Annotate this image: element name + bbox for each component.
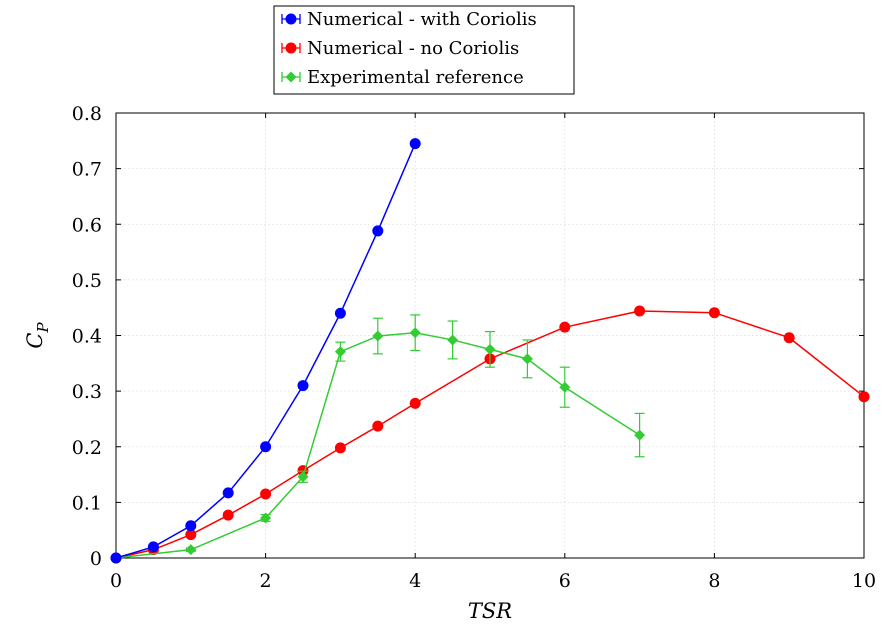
data-point [334, 346, 346, 358]
data-point [559, 381, 571, 393]
legend-entry-experimental [281, 71, 301, 83]
legend-entry-with-coriolis [281, 13, 301, 25]
x-axis-label: TSR [468, 599, 512, 623]
data-point [147, 541, 159, 553]
y-tick-label: 0.8 [72, 103, 102, 125]
data-point [297, 471, 309, 483]
legend-label-no-coriolis: Numerical - no Coriolis [307, 38, 519, 59]
data-point [484, 343, 496, 355]
data-point [372, 420, 384, 432]
y-tick-label: 0.5 [72, 270, 102, 292]
y-tick-label: 0.3 [72, 381, 102, 403]
y-tick-label: 0.2 [72, 437, 102, 459]
data-point [409, 327, 421, 339]
x-tick-label: 0 [110, 570, 122, 592]
legend-label-with-coriolis: Numerical - with Coriolis [307, 9, 537, 30]
y-tick-label: 0.7 [72, 159, 102, 181]
data-point [110, 552, 122, 564]
x-tick-label: 4 [409, 570, 421, 592]
data-point [409, 138, 421, 150]
data-point [783, 332, 795, 344]
data-point [634, 429, 646, 441]
series-layer [110, 138, 870, 564]
legend-label-experimental: Experimental reference [307, 67, 524, 88]
data-point [334, 442, 346, 454]
y-axis-label-sub: P [34, 322, 52, 334]
data-point [185, 520, 197, 532]
data-point [409, 397, 421, 409]
data-point [447, 334, 459, 346]
legend-marker [285, 13, 297, 25]
data-point [559, 321, 571, 333]
x-tick-label: 6 [559, 570, 571, 592]
axis-ticks: 0 2 4 6 8 10 0 0.1 0.2 0.3 0.4 0.5 0.6 0.7 0.8 [72, 103, 876, 592]
data-point [222, 487, 234, 499]
data-point [185, 529, 197, 541]
data-point [372, 330, 384, 342]
data-point [858, 391, 870, 403]
y-tick-label: 0.4 [72, 326, 102, 348]
x-tick-label: 8 [708, 570, 720, 592]
y-tick-label: 0 [90, 548, 102, 570]
data-point [372, 225, 384, 237]
legend: Numerical - with Coriolis Numerical - no… [273, 5, 575, 95]
data-point [260, 441, 272, 453]
series-line-experimental [115, 331, 641, 559]
data-point [521, 353, 533, 365]
x-tick-label: 2 [260, 570, 272, 592]
legend-entry-no-coriolis [281, 42, 301, 54]
data-point [634, 305, 646, 317]
legend-marker [285, 71, 297, 83]
y-axis-label: CP [23, 322, 52, 349]
data-point [297, 380, 309, 392]
data-point [185, 544, 197, 556]
y-tick-label: 0.6 [72, 214, 102, 236]
data-point [222, 509, 234, 521]
series-with-coriolis [110, 138, 421, 564]
data-point [260, 512, 272, 524]
x-tick-label: 10 [852, 570, 876, 592]
y-tick-label: 0.1 [72, 492, 102, 514]
data-point [260, 488, 272, 500]
legend-marker [285, 42, 297, 54]
legend-box [273, 5, 575, 95]
data-point [334, 307, 346, 319]
data-point [708, 307, 720, 319]
y-axis-label-main: C [23, 333, 47, 349]
